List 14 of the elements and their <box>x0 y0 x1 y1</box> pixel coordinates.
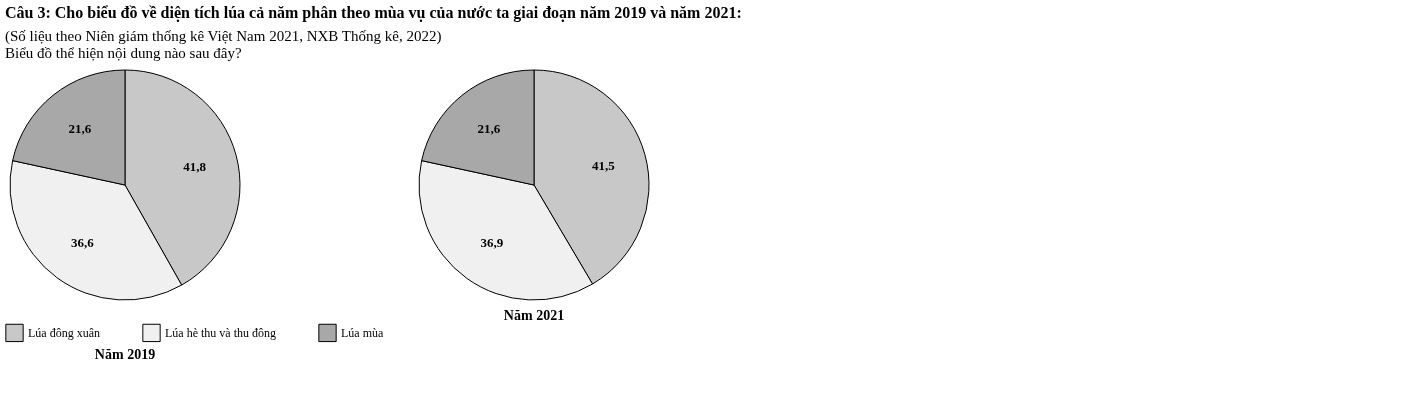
data-label: 36,9 <box>480 235 504 251</box>
legend-label: Lúa mùa <box>341 325 384 340</box>
data-label: 41,5 <box>592 158 616 173</box>
data-label: 41,8 <box>183 158 207 174</box>
data-label: 21,6 <box>68 120 92 136</box>
data-label: 36,6 <box>70 234 95 250</box>
text: Năm 2021 <box>503 308 565 323</box>
legend-label: Lúa hè thu và thu đông <box>165 325 276 340</box>
data-label: 21,6 <box>477 120 501 136</box>
chart-subtitle: (Số liệu theo Niên giám thống kê Việt Nam 2021, NXB Thống kê, 2022) <box>5 28 442 45</box>
text: Biểu đồ thể hiện nội dung nào sau đây? <box>5 45 242 61</box>
legend-label: Lúa đông xuân <box>28 325 100 340</box>
text: Năm 2019 <box>94 347 156 362</box>
chart-title: Câu 3: Cho biểu đồ về diện tích lúa cả năm phân theo mùa vụ của nước ta giai đoạn năm 2019 và năm 2021: <box>5 4 742 22</box>
